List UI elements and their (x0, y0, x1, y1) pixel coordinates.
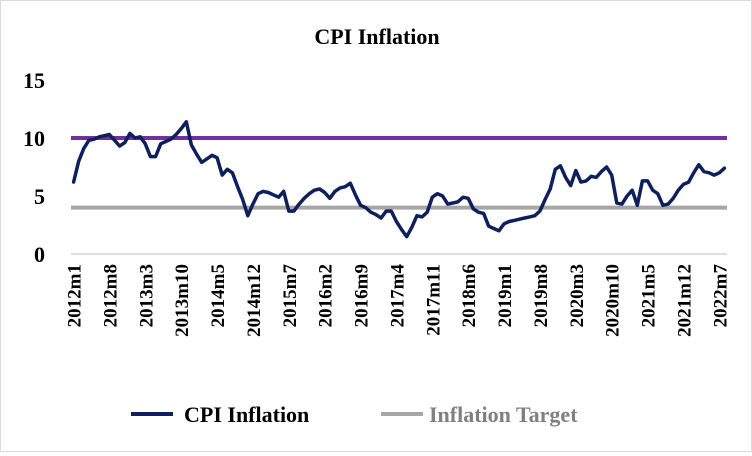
y-tick-label: 15 (23, 68, 45, 93)
y-tick-label: 0 (34, 242, 45, 267)
x-axis-tick-labels: 2012m1 2012m8 2013m3 2013m10 2014m5 2014m12 20… (65, 264, 732, 337)
x-tick-label: 2020m3 (567, 264, 588, 327)
legend: CPI Inflation Inflation Target (131, 402, 578, 427)
x-tick-label: 2016m9 (352, 264, 373, 327)
x-tick-label: 2014m12 (244, 264, 265, 337)
x-tick-label: 2017m4 (387, 264, 408, 328)
y-axis-tick-labels: 0 5 10 15 (23, 68, 45, 267)
x-tick-label: 2015m7 (280, 264, 301, 328)
legend-inflation-target-label: Inflation Target (429, 402, 578, 427)
legend-cpi-inflation-label: CPI Inflation (184, 402, 309, 427)
x-tick-label: 2012m1 (65, 264, 86, 327)
reference-lines (71, 136, 727, 210)
x-tick-label: 2014m5 (208, 264, 229, 327)
cpi-inflation-line (71, 120, 727, 239)
x-tick-label: 2019m8 (531, 264, 552, 327)
x-tick-label: 2019m1 (495, 264, 516, 327)
x-tick-label: 2013m3 (136, 264, 157, 327)
x-tick-label: 2018m6 (459, 264, 480, 327)
y-tick-label: 5 (34, 184, 45, 209)
chart-title: CPI Inflation (314, 24, 439, 49)
x-tick-label: 2012m8 (100, 264, 121, 327)
y-tick-label: 10 (23, 126, 45, 151)
x-tick-label: 2016m2 (316, 264, 337, 327)
data-series (71, 120, 727, 239)
x-tick-label: 2017m11 (423, 264, 444, 336)
x-tick-label: 2020m10 (603, 264, 624, 337)
x-tick-label: 2022m7 (710, 264, 731, 328)
x-tick-label: 2021m5 (639, 264, 660, 327)
x-tick-label: 2021m12 (674, 264, 695, 337)
x-tick-label: 2013m10 (172, 264, 193, 337)
